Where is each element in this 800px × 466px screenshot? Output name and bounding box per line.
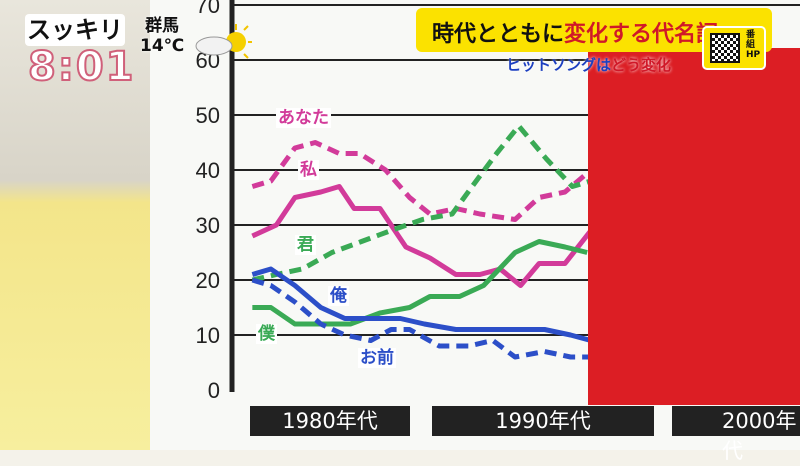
- label-kimi: 君: [295, 235, 316, 255]
- sub-red: どう変化: [611, 56, 672, 74]
- label-boku: 僕: [256, 324, 277, 344]
- series-line-俺: [251, 266, 592, 343]
- label-ore: 俺: [328, 286, 349, 306]
- weather-location: 群馬 14℃: [140, 16, 184, 56]
- series-line-僕: [252, 239, 588, 327]
- y-tick-label: 30: [196, 213, 220, 238]
- y-tick-label: 40: [196, 158, 220, 183]
- region: 群馬: [145, 16, 180, 36]
- headline-title: 時代とともに変化する代名詞: [432, 16, 718, 48]
- title-black: 時代とともに: [432, 22, 565, 47]
- partly-sunny-icon: [195, 24, 252, 59]
- headline-subtitle: ヒットソングはどう変化: [506, 54, 671, 75]
- y-tick-label: 70: [196, 0, 220, 18]
- y-tick-label: 0: [208, 378, 220, 403]
- series-line-君: [251, 123, 592, 283]
- series-line-私: [251, 184, 593, 288]
- decade-2000s: 2000年代: [672, 406, 800, 463]
- y-tick-label: 10: [196, 323, 220, 348]
- label-watashi: 私: [298, 160, 319, 180]
- clock: 8:01: [27, 43, 136, 91]
- studio-background: [0, 0, 160, 450]
- decade-1980s: 1980年代: [250, 406, 410, 436]
- label-anata: あなた: [276, 108, 331, 128]
- qr-code-icon: [710, 33, 740, 63]
- program-hp-qr[interactable]: 番組HP: [702, 26, 766, 70]
- label-omae: お前: [358, 348, 396, 368]
- series-line-あなた: [251, 140, 593, 222]
- decade-1990s: 1990年代: [432, 406, 654, 436]
- red-panel: [588, 48, 800, 405]
- series-line-お前: [251, 277, 591, 360]
- title-red: 変化する代名詞: [564, 22, 719, 47]
- temperature: 14℃: [140, 36, 185, 56]
- y-tick-label: 20: [196, 268, 220, 293]
- qr-label: 番組HP: [746, 30, 761, 60]
- show-logo: スッキリ: [25, 14, 125, 46]
- sub-blue: ヒットソングは: [506, 56, 612, 74]
- y-tick-label: 50: [196, 103, 220, 128]
